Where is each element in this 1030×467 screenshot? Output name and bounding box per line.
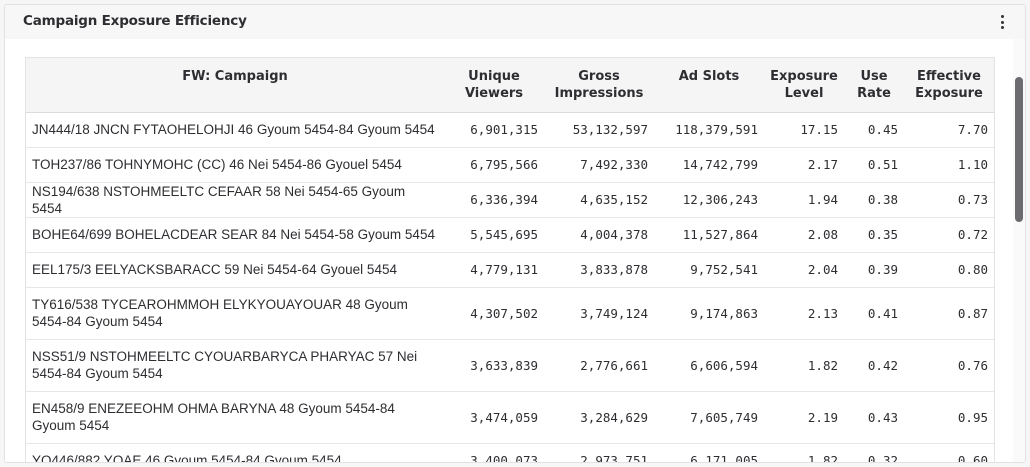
cell-ad-slots: 14,742,799 [654, 147, 764, 183]
cell-campaign: TY616/538 TYCEAROHMMOH ELYKYOUAYOUAR 48 … [26, 287, 444, 340]
cell-use-rate: 0.43 [844, 391, 904, 444]
cell-effective-exposure: 0.95 [904, 391, 994, 444]
column-header-unique-viewers[interactable]: Unique Viewers [444, 58, 544, 113]
cell-exposure-level: 2.19 [764, 391, 844, 444]
table-header-row: FW: Campaign Unique Viewers Gross Impres… [26, 58, 994, 113]
column-header-use-rate-label: Use Rate [857, 69, 891, 101]
table-row: YO446/882 YOAE 46 Gyoum 5454-84 Gyoum 54… [26, 443, 994, 462]
column-header-gross-impressions-label: Gross Impressions [554, 69, 644, 101]
column-header-ad-slots[interactable]: Ad Slots [654, 58, 764, 113]
cell-ad-slots: 6,606,594 [654, 339, 764, 392]
cell-campaign: EN458/9 ENEZEEOHM OHMA BARYNA 48 Gyoum 5… [26, 391, 444, 444]
cell-campaign: EEL175/3 EELYACKSBARACC 59 Nei 5454-64 G… [26, 252, 444, 288]
cell-gross-impressions: 2,973,751 [544, 443, 654, 462]
cell-ad-slots: 12,306,243 [654, 182, 764, 218]
cell-exposure-level: 1.82 [764, 339, 844, 392]
cell-use-rate: 0.32 [844, 443, 904, 462]
table-row: TOH237/86 TOHNYMOHC (CC) 46 Nei 5454-86 … [26, 147, 994, 183]
panel-title: Campaign Exposure Efficiency [23, 13, 247, 29]
data-table-container: FW: Campaign Unique Viewers Gross Impres… [25, 57, 995, 462]
column-header-effective-exposure[interactable]: Effective Exposure [904, 58, 994, 113]
campaign-exposure-panel: Campaign Exposure Efficiency FW: Campaig… [4, 4, 1026, 463]
cell-effective-exposure: 0.72 [904, 217, 994, 253]
cell-exposure-level: 2.08 [764, 217, 844, 253]
cell-campaign: JN444/18 JNCN FYTAOHELOHJI 46 Gyoum 5454… [26, 112, 444, 148]
table-row: NS194/638 NSTOHMEELTC CEFAAR 58 Nei 5454… [26, 182, 994, 218]
cell-campaign: YO446/882 YOAE 46 Gyoum 5454-84 Gyoum 54… [26, 443, 444, 462]
cell-campaign: BOHE64/699 BOHELACDEAR SEAR 84 Nei 5454-… [26, 217, 444, 253]
cell-exposure-level: 1.82 [764, 443, 844, 462]
cell-use-rate: 0.41 [844, 287, 904, 340]
cell-unique-viewers: 3,400,073 [444, 443, 544, 462]
cell-effective-exposure: 0.60 [904, 443, 994, 462]
cell-exposure-level: 1.94 [764, 182, 844, 218]
panel-header: Campaign Exposure Efficiency [5, 5, 1025, 39]
cell-unique-viewers: 5,545,695 [444, 217, 544, 253]
table-row: BOHE64/699 BOHELACDEAR SEAR 84 Nei 5454-… [26, 217, 994, 253]
cell-effective-exposure: 0.80 [904, 252, 994, 288]
cell-gross-impressions: 7,492,330 [544, 147, 654, 183]
cell-gross-impressions: 3,284,629 [544, 391, 654, 444]
cell-unique-viewers: 6,336,394 [444, 182, 544, 218]
cell-ad-slots: 9,752,541 [654, 252, 764, 288]
cell-effective-exposure: 0.87 [904, 287, 994, 340]
cell-ad-slots: 118,379,591 [654, 112, 764, 148]
cell-gross-impressions: 53,132,597 [544, 112, 654, 148]
cell-ad-slots: 7,605,749 [654, 391, 764, 444]
column-header-exposure-level-label: Exposure Level [770, 69, 838, 101]
cell-use-rate: 0.45 [844, 112, 904, 148]
cell-gross-impressions: 4,004,378 [544, 217, 654, 253]
cell-exposure-level: 2.04 [764, 252, 844, 288]
kebab-vertical-icon[interactable] [997, 12, 1007, 32]
cell-gross-impressions: 3,749,124 [544, 287, 654, 340]
column-header-effective-exposure-label: Effective Exposure [915, 69, 983, 101]
scrollbar-track[interactable] [1013, 39, 1025, 462]
cell-unique-viewers: 4,779,131 [444, 252, 544, 288]
cell-campaign: TOH237/86 TOHNYMOHC (CC) 46 Nei 5454-86 … [26, 147, 444, 183]
cell-gross-impressions: 3,833,878 [544, 252, 654, 288]
cell-exposure-level: 17.15 [764, 112, 844, 148]
column-header-gross-impressions[interactable]: Gross Impressions [544, 58, 654, 113]
cell-unique-viewers: 6,795,566 [444, 147, 544, 183]
cell-unique-viewers: 3,633,839 [444, 339, 544, 392]
cell-use-rate: 0.51 [844, 147, 904, 183]
table-row: EEL175/3 EELYACKSBARACC 59 Nei 5454-64 G… [26, 252, 994, 288]
column-header-unique-viewers-label: Unique Viewers [464, 69, 524, 101]
cell-effective-exposure: 0.73 [904, 182, 994, 218]
cell-effective-exposure: 7.70 [904, 112, 994, 148]
cell-gross-impressions: 4,635,152 [544, 182, 654, 218]
cell-exposure-level: 2.17 [764, 147, 844, 183]
table-row: JN444/18 JNCN FYTAOHELOHJI 46 Gyoum 5454… [26, 112, 994, 148]
cell-use-rate: 0.42 [844, 339, 904, 392]
cell-exposure-level: 2.13 [764, 287, 844, 340]
cell-ad-slots: 11,527,864 [654, 217, 764, 253]
cell-ad-slots: 6,171,005 [654, 443, 764, 462]
cell-ad-slots: 9,174,863 [654, 287, 764, 340]
data-table: FW: Campaign Unique Viewers Gross Impres… [26, 58, 994, 462]
column-header-exposure-level[interactable]: Exposure Level [764, 58, 844, 113]
cell-campaign: NS194/638 NSTOHMEELTC CEFAAR 58 Nei 5454… [26, 182, 444, 218]
cell-use-rate: 0.35 [844, 217, 904, 253]
cell-effective-exposure: 0.76 [904, 339, 994, 392]
cell-campaign: NSS51/9 NSTOHMEELTC CYOUARBARYCA PHARYAC… [26, 339, 444, 392]
column-header-campaign[interactable]: FW: Campaign [26, 58, 444, 113]
scrollbar-thumb[interactable] [1015, 77, 1023, 222]
table-row: EN458/9 ENEZEEOHM OHMA BARYNA 48 Gyoum 5… [26, 391, 994, 444]
cell-gross-impressions: 2,776,661 [544, 339, 654, 392]
column-header-use-rate[interactable]: Use Rate [844, 58, 904, 113]
cell-unique-viewers: 3,474,059 [444, 391, 544, 444]
cell-unique-viewers: 4,307,502 [444, 287, 544, 340]
table-row: NSS51/9 NSTOHMEELTC CYOUARBARYCA PHARYAC… [26, 339, 994, 392]
cell-unique-viewers: 6,901,315 [444, 112, 544, 148]
cell-use-rate: 0.39 [844, 252, 904, 288]
cell-use-rate: 0.38 [844, 182, 904, 218]
table-row: TY616/538 TYCEAROHMMOH ELYKYOUAYOUAR 48 … [26, 287, 994, 340]
cell-effective-exposure: 1.10 [904, 147, 994, 183]
